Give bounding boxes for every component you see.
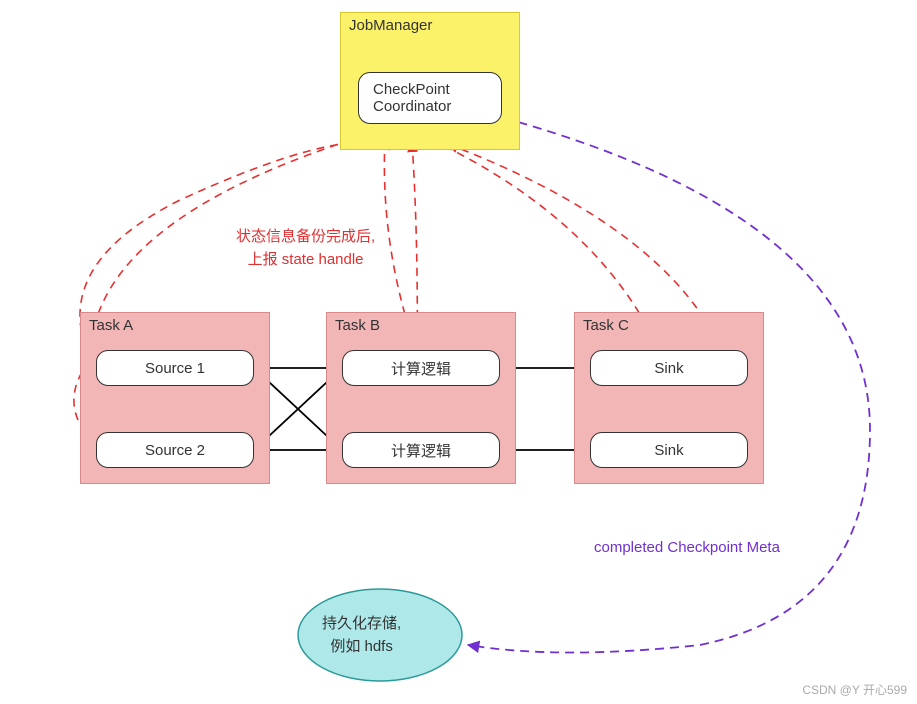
storage-line2: 例如 hdfs bbox=[322, 636, 401, 659]
checkpoint-coordinator: CheckPoint Coordinator bbox=[358, 72, 502, 124]
calc2-node: 计算逻辑 bbox=[342, 432, 500, 468]
watermark: CSDN @Y 开心599 bbox=[802, 681, 907, 698]
sink1-label: Sink bbox=[654, 360, 683, 377]
coordinator-line1: CheckPoint bbox=[373, 81, 450, 98]
calc2-label: 计算逻辑 bbox=[391, 440, 451, 461]
source1-label: Source 1 bbox=[145, 360, 205, 377]
task-a-label: Task A bbox=[81, 313, 269, 338]
source2-node: Source 2 bbox=[96, 432, 254, 468]
source2-label: Source 2 bbox=[145, 442, 205, 459]
sink2-label: Sink bbox=[654, 442, 683, 459]
sink1-node: Sink bbox=[590, 350, 748, 386]
source1-node: Source 1 bbox=[96, 350, 254, 386]
annotation-line1: 状态信息备份完成后, bbox=[236, 226, 375, 249]
coordinator-line2: Coordinator bbox=[373, 98, 451, 115]
annotation-line2: 上报 state handle bbox=[236, 249, 375, 272]
task-c-label: Task C bbox=[575, 313, 763, 338]
jobmanager-label: JobManager bbox=[341, 13, 519, 38]
calc1-label: 计算逻辑 bbox=[391, 358, 451, 379]
purple-text-content: completed Checkpoint Meta bbox=[594, 539, 780, 556]
storage-node: 持久化存储, 例如 hdfs bbox=[322, 613, 401, 658]
task-b-label: Task B bbox=[327, 313, 515, 338]
storage-line1: 持久化存储, bbox=[322, 613, 401, 636]
completed-checkpoint-label: completed Checkpoint Meta bbox=[594, 539, 780, 556]
calc1-node: 计算逻辑 bbox=[342, 350, 500, 386]
sink2-node: Sink bbox=[590, 432, 748, 468]
state-handle-annotation: 状态信息备份完成后, 上报 state handle bbox=[236, 226, 375, 271]
